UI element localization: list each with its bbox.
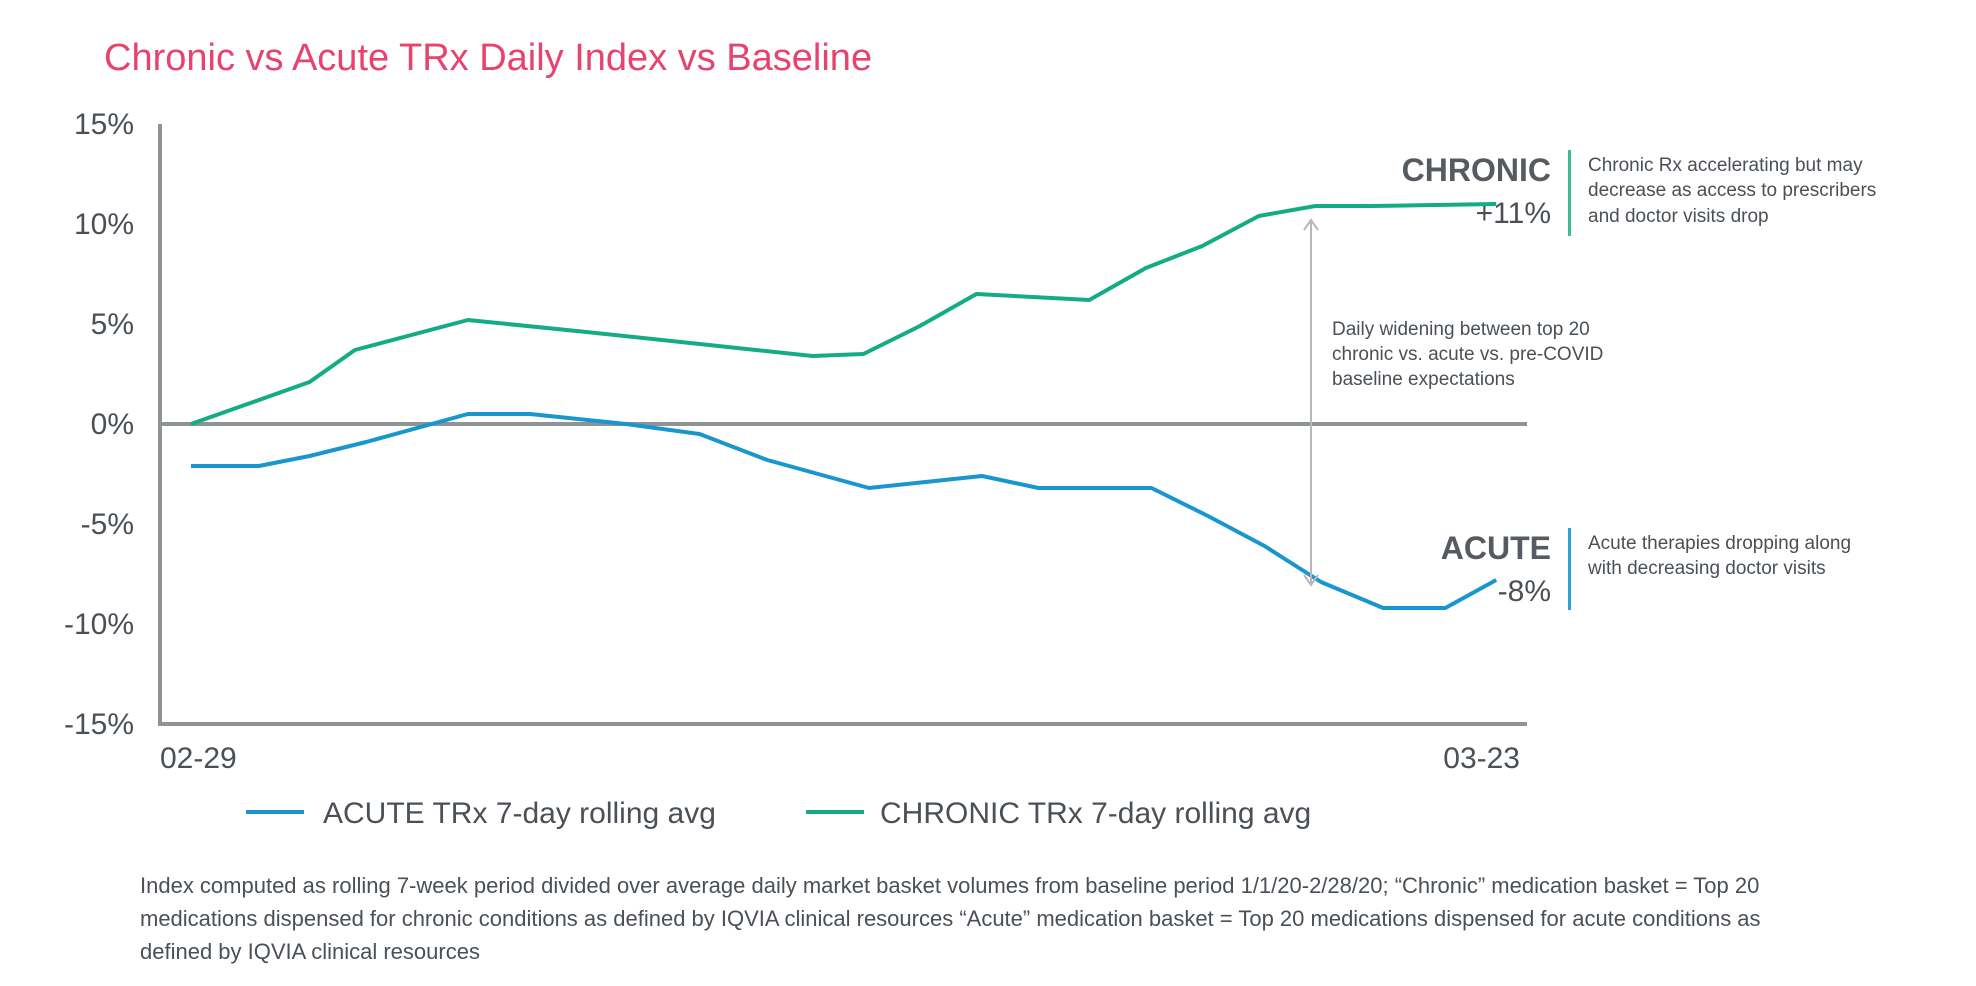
chronic-note-line-1: Chronic Rx accelerating but may: [1588, 155, 1863, 176]
chart-title: Chronic vs Acute TRx Daily Index vs Base…: [104, 37, 872, 79]
widening-note-line-2: chronic vs. acute vs. pre-COVID: [1332, 344, 1603, 365]
y-tick-label: -5%: [81, 508, 134, 541]
chronic-series-line: [190, 202, 1497, 426]
widening-arrow: [1303, 218, 1319, 587]
x-tick-label-end: 03-23: [1443, 742, 1520, 775]
acute-note-bar: [1568, 528, 1571, 610]
y-tick-label: -10%: [64, 608, 134, 641]
y-tick-label: 5%: [91, 308, 134, 341]
x-tick-label-start: 02-29: [160, 742, 237, 775]
chronic-note-line-3: and doctor visits drop: [1588, 206, 1769, 227]
legend-label-chronic: CHRONIC TRx 7-day rolling avg: [880, 797, 1311, 830]
chronic-note-line-2: decrease as access to prescribers: [1588, 180, 1876, 201]
acute-label: ACUTE: [1441, 530, 1551, 566]
y-axis-ticks: 15% 10% 5% 0% -5% -10% -15%: [64, 108, 134, 741]
chronic-note-bar: [1568, 150, 1571, 236]
y-tick-label: 0%: [91, 408, 134, 441]
chronic-value: +11%: [1476, 197, 1551, 230]
acute-value: -8%: [1498, 575, 1551, 608]
y-tick-label: -15%: [64, 708, 134, 741]
widening-note-line-3: baseline expectations: [1332, 369, 1515, 390]
footnote-line-1: Index computed as rolling 7-week period …: [140, 873, 1759, 898]
y-tick-label: 15%: [74, 108, 134, 141]
footnote-line-2: medications dispensed for chronic condit…: [140, 906, 1761, 931]
widening-note-line-1: Daily widening between top 20: [1332, 319, 1590, 340]
acute-note-line-2: with decreasing doctor visits: [1587, 558, 1826, 579]
legend-label-acute: ACUTE TRx 7-day rolling avg: [323, 797, 716, 830]
acute-series-line: [191, 412, 1498, 610]
footnote-line-3: defined by IQVIA clinical resources: [140, 939, 480, 964]
y-tick-label: 10%: [74, 208, 134, 241]
chronic-label: CHRONIC: [1402, 152, 1551, 188]
acute-note-line-1: Acute therapies dropping along: [1588, 533, 1851, 554]
